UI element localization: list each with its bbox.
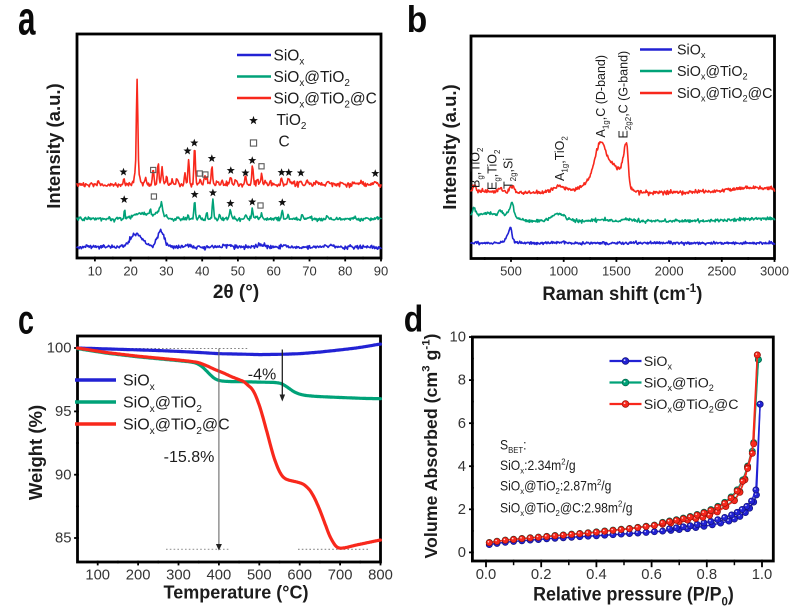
svg-text:2: 2 (458, 502, 466, 518)
svg-text:200: 200 (126, 568, 151, 584)
svg-text:SiOx@TiO2: SiOx@TiO2 (644, 375, 714, 393)
svg-text:Volume Absorbed (cm3 g-1): Volume Absorbed (cm3 g-1) (421, 333, 441, 558)
svg-text:c: c (18, 297, 34, 343)
svg-text:10: 10 (88, 264, 102, 279)
svg-text:80: 80 (338, 264, 352, 279)
svg-text:SiOx@TiO2@C:2.98m2/g: SiOx@TiO2@C:2.98m2/g (500, 499, 632, 518)
svg-text:0.8: 0.8 (697, 567, 718, 583)
svg-text:E2g2,C (G-band): E2g2,C (G-band) (617, 51, 633, 139)
svg-text:30: 30 (159, 264, 173, 279)
svg-text:SiOx@TiO2@C: SiOx@TiO2@C (274, 91, 377, 111)
svg-text:95: 95 (55, 404, 71, 420)
svg-text:100: 100 (85, 568, 110, 584)
svg-text:SiOx: SiOx (274, 48, 305, 68)
svg-text:700: 700 (328, 568, 353, 584)
svg-text:SiOx:2.34m2/g: SiOx:2.34m2/g (500, 457, 576, 476)
svg-text:500: 500 (247, 568, 272, 584)
svg-text:1500: 1500 (602, 264, 631, 279)
svg-text:A1g,C (D-band): A1g,C (D-band) (594, 55, 610, 138)
svg-text:300: 300 (166, 568, 191, 584)
svg-text:-15.8%: -15.8% (164, 449, 215, 466)
svg-text:20: 20 (123, 264, 137, 279)
svg-text:-4%: -4% (248, 367, 276, 384)
svg-text:0: 0 (458, 545, 466, 561)
svg-text:TiO2: TiO2 (277, 112, 307, 132)
svg-text:SiOx@TiO2@C: SiOx@TiO2@C (644, 397, 739, 415)
svg-text:SiOx@TiO2@C: SiOx@TiO2@C (123, 417, 230, 437)
svg-text:6: 6 (458, 416, 466, 432)
svg-text:SiOx@TiO2:2.87m2/g: SiOx@TiO2:2.87m2/g (500, 477, 611, 496)
svg-text:85: 85 (55, 531, 71, 547)
svg-text:70: 70 (302, 264, 316, 279)
svg-text:d: d (404, 299, 424, 340)
svg-text:Relative pressure (P/P0): Relative pressure (P/P0) (533, 583, 734, 609)
svg-text:4: 4 (458, 459, 466, 475)
svg-text:0.4: 0.4 (586, 567, 607, 583)
svg-text:Temperature (°C): Temperature (°C) (164, 583, 309, 603)
svg-text:T2g,Si: T2g,Si (502, 158, 518, 189)
svg-text:90: 90 (374, 264, 388, 279)
svg-text:SiOx: SiOx (677, 42, 706, 60)
svg-text:2θ (°): 2θ (°) (213, 282, 259, 303)
svg-text:2500: 2500 (707, 264, 736, 279)
svg-text:SBET:: SBET: (500, 437, 527, 455)
svg-text:800: 800 (368, 568, 393, 584)
svg-text:3000: 3000 (760, 264, 789, 279)
svg-text:1000: 1000 (549, 264, 578, 279)
svg-text:8: 8 (458, 373, 466, 389)
svg-text:Eg,TiO2: Eg,TiO2 (486, 149, 502, 190)
svg-text:A1g,TiO2: A1g,TiO2 (553, 136, 569, 181)
svg-text:400: 400 (207, 568, 232, 584)
svg-text:Raman shift (cm-1): Raman shift (cm-1) (542, 281, 702, 304)
svg-text:10: 10 (450, 330, 466, 346)
svg-text:100: 100 (47, 341, 72, 357)
svg-text:90: 90 (55, 467, 71, 483)
svg-text:SiOx: SiOx (123, 373, 155, 393)
svg-text:C: C (279, 134, 290, 151)
svg-text:600: 600 (287, 568, 312, 584)
svg-text:50: 50 (231, 264, 245, 279)
svg-text:SiOx: SiOx (644, 354, 673, 372)
svg-text:SiOx@TiO2@C: SiOx@TiO2@C (677, 86, 772, 104)
svg-text:Weight (%): Weight (%) (25, 405, 46, 500)
svg-text:SiOx@TiO2: SiOx@TiO2 (677, 64, 748, 82)
svg-text:Intensity (a.u.): Intensity (a.u.) (43, 83, 64, 208)
svg-text:500: 500 (500, 264, 522, 279)
svg-text:b: b (407, 0, 428, 40)
svg-text:60: 60 (266, 264, 280, 279)
svg-text:SiOx@TiO2: SiOx@TiO2 (274, 69, 350, 89)
svg-text:1.0: 1.0 (752, 567, 773, 583)
svg-text:0.2: 0.2 (531, 567, 552, 583)
svg-text:0.0: 0.0 (476, 567, 497, 583)
svg-text:Bg,TiO2: Bg,TiO2 (469, 147, 485, 188)
svg-text:2000: 2000 (655, 264, 684, 279)
svg-text:40: 40 (195, 264, 209, 279)
svg-text:SiOx@TiO2: SiOx@TiO2 (123, 395, 202, 415)
svg-text:a: a (18, 0, 36, 46)
svg-text:0.6: 0.6 (641, 567, 662, 583)
svg-text:Intensity (a.u.): Intensity (a.u.) (439, 84, 460, 209)
